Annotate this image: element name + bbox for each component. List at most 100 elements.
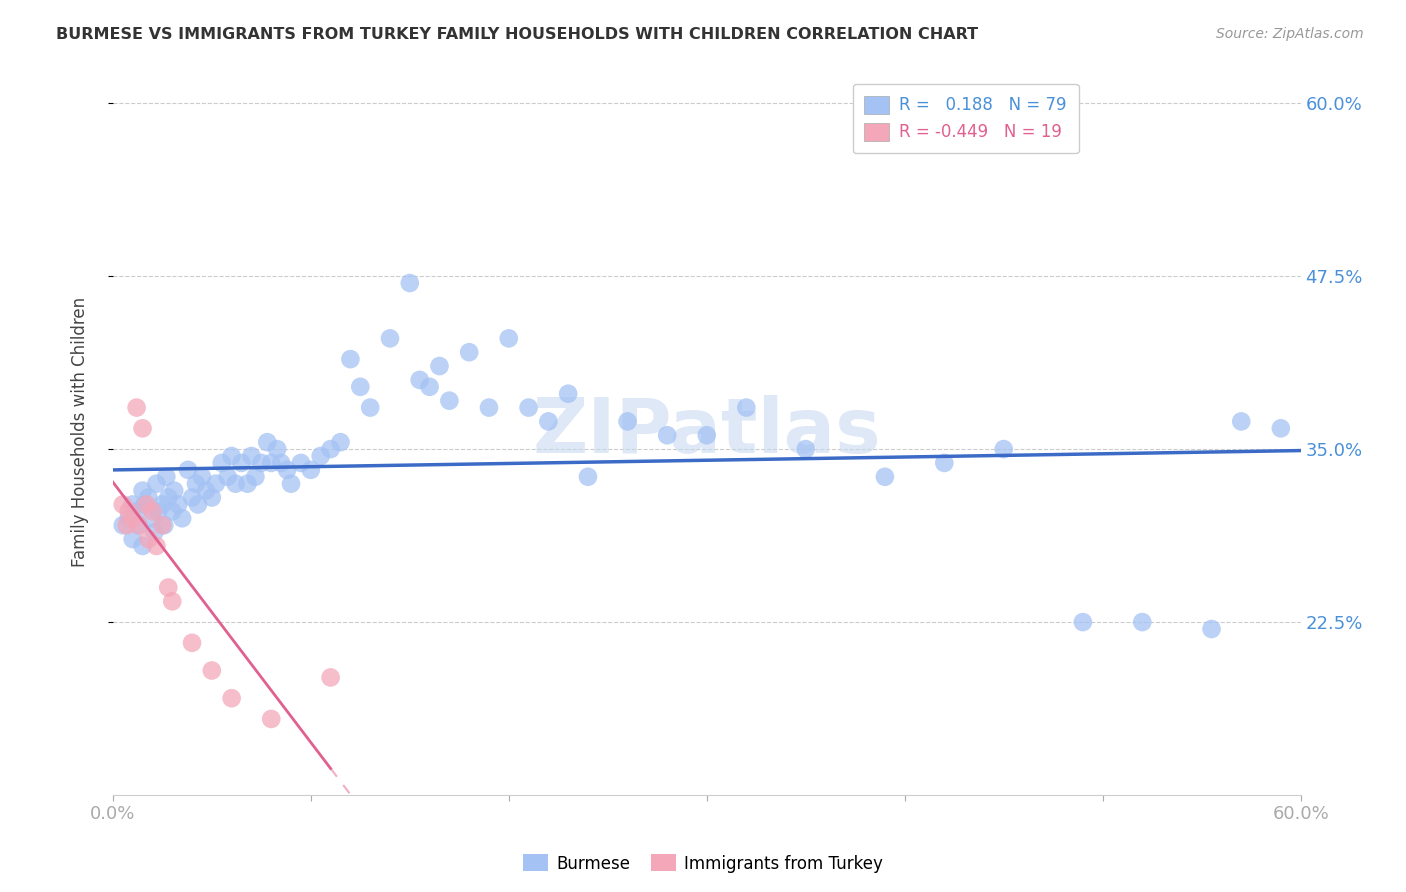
Point bbox=[134, 498, 156, 512]
Point bbox=[934, 456, 956, 470]
Point bbox=[557, 386, 579, 401]
Point bbox=[138, 491, 160, 505]
Point bbox=[135, 498, 157, 512]
Point bbox=[231, 456, 253, 470]
Point bbox=[270, 456, 292, 470]
Point bbox=[125, 504, 148, 518]
Point bbox=[167, 498, 190, 512]
Point bbox=[266, 442, 288, 456]
Point bbox=[150, 518, 173, 533]
Point bbox=[177, 463, 200, 477]
Point bbox=[993, 442, 1015, 456]
Point bbox=[141, 511, 163, 525]
Point bbox=[145, 476, 167, 491]
Point bbox=[211, 456, 233, 470]
Point bbox=[537, 414, 560, 428]
Text: BURMESE VS IMMIGRANTS FROM TURKEY FAMILY HOUSEHOLDS WITH CHILDREN CORRELATION CH: BURMESE VS IMMIGRANTS FROM TURKEY FAMILY… bbox=[56, 27, 979, 42]
Point bbox=[794, 442, 817, 456]
Point bbox=[576, 469, 599, 483]
Point bbox=[478, 401, 501, 415]
Point bbox=[121, 532, 143, 546]
Point bbox=[217, 469, 239, 483]
Point bbox=[115, 518, 138, 533]
Point bbox=[204, 476, 226, 491]
Point bbox=[153, 518, 176, 533]
Point bbox=[260, 456, 283, 470]
Point bbox=[409, 373, 432, 387]
Point bbox=[517, 401, 540, 415]
Point bbox=[419, 380, 441, 394]
Point bbox=[201, 491, 224, 505]
Point bbox=[349, 380, 371, 394]
Point bbox=[187, 498, 209, 512]
Point bbox=[439, 393, 461, 408]
Point bbox=[201, 664, 224, 678]
Point bbox=[141, 504, 163, 518]
Point bbox=[121, 511, 143, 525]
Point bbox=[181, 636, 204, 650]
Point bbox=[250, 456, 273, 470]
Point bbox=[148, 504, 170, 518]
Text: Source: ZipAtlas.com: Source: ZipAtlas.com bbox=[1216, 27, 1364, 41]
Point bbox=[221, 449, 243, 463]
Point bbox=[111, 498, 134, 512]
Point bbox=[194, 483, 217, 498]
Point bbox=[181, 491, 204, 505]
Point bbox=[143, 525, 166, 540]
Point bbox=[299, 463, 322, 477]
Legend: Burmese, Immigrants from Turkey: Burmese, Immigrants from Turkey bbox=[516, 847, 890, 880]
Point bbox=[155, 469, 177, 483]
Point bbox=[128, 518, 150, 533]
Point bbox=[616, 414, 638, 428]
Point bbox=[125, 401, 148, 415]
Point bbox=[280, 476, 302, 491]
Point bbox=[118, 511, 141, 525]
Point bbox=[172, 511, 194, 525]
Point bbox=[1270, 421, 1292, 435]
Point bbox=[131, 539, 153, 553]
Point bbox=[359, 401, 381, 415]
Point bbox=[696, 428, 718, 442]
Legend: R =   0.188   N = 79, R = -0.449   N = 19: R = 0.188 N = 79, R = -0.449 N = 19 bbox=[852, 84, 1078, 153]
Point bbox=[1230, 414, 1253, 428]
Point bbox=[276, 463, 298, 477]
Point bbox=[657, 428, 679, 442]
Point bbox=[236, 476, 259, 491]
Point bbox=[429, 359, 451, 373]
Point bbox=[329, 435, 352, 450]
Point bbox=[131, 483, 153, 498]
Point bbox=[162, 504, 184, 518]
Point bbox=[128, 518, 150, 533]
Point bbox=[378, 331, 401, 345]
Point bbox=[225, 476, 247, 491]
Point bbox=[121, 498, 143, 512]
Y-axis label: Family Households with Children: Family Households with Children bbox=[72, 297, 89, 566]
Point bbox=[398, 276, 420, 290]
Point bbox=[1071, 615, 1094, 629]
Point bbox=[498, 331, 520, 345]
Point bbox=[150, 498, 173, 512]
Point bbox=[1201, 622, 1223, 636]
Point bbox=[339, 352, 361, 367]
Point bbox=[163, 483, 186, 498]
Point bbox=[256, 435, 278, 450]
Point bbox=[191, 469, 214, 483]
Point bbox=[157, 491, 180, 505]
Point bbox=[319, 442, 342, 456]
Point bbox=[221, 691, 243, 706]
Text: ZIPatlas: ZIPatlas bbox=[533, 395, 882, 469]
Point bbox=[184, 476, 207, 491]
Point bbox=[162, 594, 184, 608]
Point bbox=[319, 670, 342, 684]
Point bbox=[458, 345, 481, 359]
Point bbox=[138, 532, 160, 546]
Point bbox=[118, 504, 141, 518]
Point bbox=[735, 401, 758, 415]
Point bbox=[1130, 615, 1153, 629]
Point bbox=[245, 469, 267, 483]
Point bbox=[111, 518, 134, 533]
Point bbox=[873, 469, 896, 483]
Point bbox=[145, 539, 167, 553]
Point bbox=[157, 581, 180, 595]
Point bbox=[290, 456, 312, 470]
